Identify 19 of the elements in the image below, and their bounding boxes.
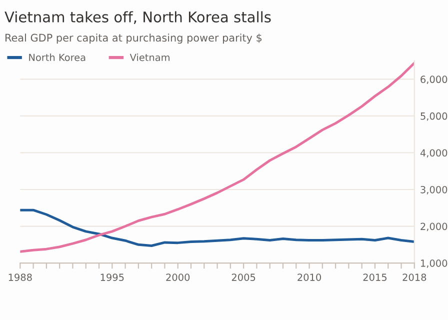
line-series bbox=[20, 62, 414, 253]
legend-label: Vietnam bbox=[130, 54, 170, 62]
y-tick-label: 1,000 bbox=[421, 260, 448, 268]
legend-label: North Korea bbox=[29, 54, 86, 62]
line-series bbox=[20, 208, 414, 248]
y-tick-label: 5,000 bbox=[420, 112, 448, 121]
x-tick-label: 2018 bbox=[402, 274, 426, 281]
y-tick-label: 3,000 bbox=[420, 186, 448, 194]
x-tick-label: 2005 bbox=[232, 274, 256, 281]
x-tick-label: 2000 bbox=[166, 274, 190, 281]
y-tick-label: 4,000 bbox=[420, 149, 448, 158]
chart-subtitle: Real GDP per capita at purchasing power parity $ bbox=[6, 34, 262, 44]
x-tick-label: 1988 bbox=[8, 274, 32, 281]
x-tick-label: 2015 bbox=[363, 274, 386, 281]
y-tick-label: 6,000 bbox=[420, 76, 448, 84]
y-tick-label: 2,000 bbox=[420, 222, 448, 232]
x-tick-label: 1995 bbox=[100, 274, 124, 281]
chart-title: Vietnam takes off, North Korea stalls bbox=[4, 11, 271, 24]
x-tick-label: 2010 bbox=[298, 274, 321, 281]
